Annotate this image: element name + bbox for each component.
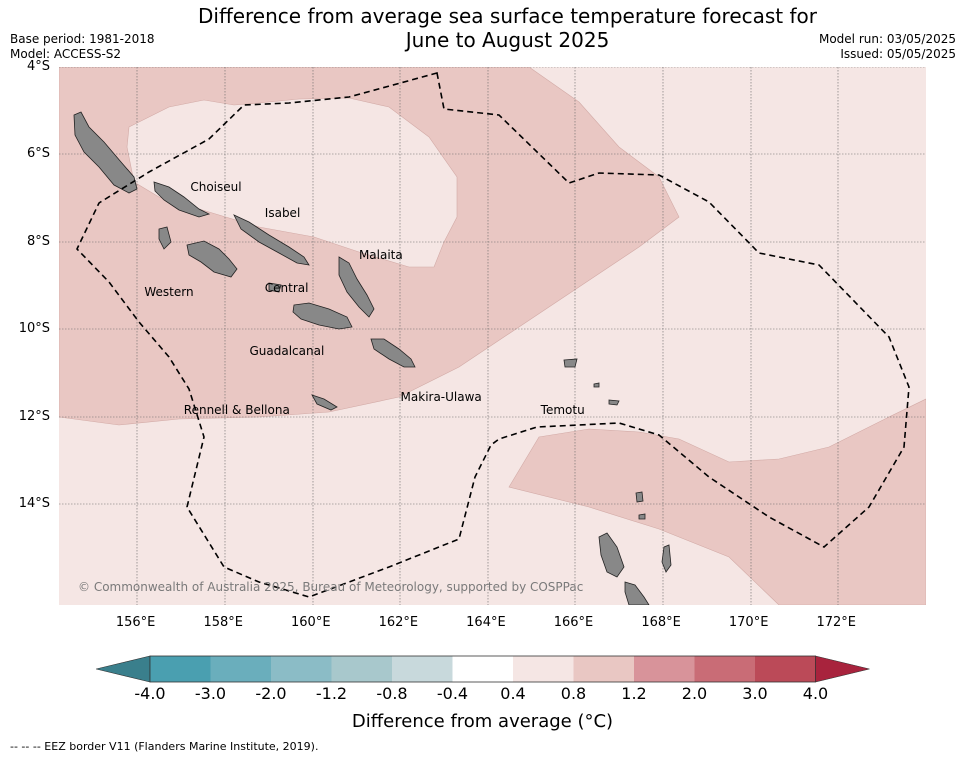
lon-label: 162°E — [378, 615, 419, 630]
colorbar-segment — [392, 656, 453, 682]
title-line-2: June to August 2025 — [405, 28, 610, 52]
island-vanuatu-espiritu-santo — [598, 532, 625, 578]
colorbar-segment — [210, 656, 271, 682]
map-panel: Choiseul Isabel Malaita Western Central Guada… — [59, 67, 926, 605]
place-label: Guadalcanal — [249, 344, 325, 359]
lat-label: 6°S — [26, 146, 50, 162]
colorbar-tick-label: -2.0 — [255, 684, 287, 703]
colorbar — [96, 655, 870, 683]
lon-label: 166°E — [553, 615, 594, 630]
colorbar-tick-label: 0.8 — [560, 684, 587, 703]
title-line-1: Difference from average sea surface temp… — [197, 4, 817, 28]
island-vanuatu-malakula — [624, 581, 650, 605]
eez-border — [76, 72, 910, 598]
eez-footnote: -- -- -- EEZ border V11 (Flanders Marine… — [10, 740, 319, 753]
island-temotu-small — [608, 399, 620, 406]
colorbar-tick-label: 2.0 — [681, 684, 708, 703]
colorbar-tick-label: 4.0 — [802, 684, 829, 703]
land-masses — [73, 111, 672, 605]
colorbar-over-arrow — [815, 655, 870, 683]
place-label: Isabel — [264, 205, 301, 220]
lon-label: 164°E — [466, 615, 506, 630]
meta-left: Base period: 1981-2018 Model: ACCESS-S2 — [10, 32, 155, 62]
island-makira — [370, 338, 416, 368]
colorbar-segment — [271, 656, 332, 682]
colorbar-segment — [573, 656, 634, 682]
place-label: Rennell & Bellona — [183, 403, 290, 418]
island-choiseul — [73, 111, 138, 194]
colorbar-under-arrow — [96, 655, 151, 683]
lat-label: 12°S — [18, 408, 50, 424]
island-temotu-santa-cruz — [563, 358, 578, 368]
lon-label: 172°E — [816, 615, 856, 630]
colorbar-tick-label: 0.4 — [500, 684, 526, 703]
colorbar-segment — [150, 656, 211, 682]
colorbar-segment — [694, 656, 755, 682]
lon-label: 156°E — [115, 615, 156, 630]
island-florida — [268, 282, 282, 293]
lon-label: 168°E — [641, 615, 681, 630]
island-choiseul-east — [153, 181, 211, 218]
colorbar-label: Difference from average (°C) — [351, 711, 614, 732]
island-temotu-small — [593, 382, 600, 388]
lon-label: 170°E — [728, 615, 769, 630]
colorbar-tick-label: -3.0 — [194, 684, 227, 703]
colorbar-tick-label: -0.4 — [436, 684, 469, 703]
island-vella-lavella — [158, 226, 172, 250]
anomaly-region-southeast — [508, 398, 926, 605]
island-isabel — [233, 214, 310, 266]
island-guadalcanal — [292, 302, 353, 330]
colorbar-tick-label: -0.8 — [376, 684, 408, 703]
island-rennell — [311, 394, 338, 411]
model-name: Model: ACCESS-S2 — [10, 47, 122, 61]
issued-date: Issued: 05/05/2025 — [840, 47, 956, 61]
lat-label: 14°S — [18, 496, 50, 512]
colorbar-segment — [513, 656, 574, 682]
model-run: Model run: 03/05/2025 — [818, 32, 956, 46]
island-vanuatu-banks — [638, 513, 646, 520]
colorbar-segment — [755, 656, 816, 682]
lon-label: 160°E — [291, 615, 331, 630]
place-label: Malaita — [358, 248, 403, 263]
place-label: Choiseul — [190, 180, 242, 195]
island-new-georgia — [186, 240, 238, 278]
island-malaita — [338, 256, 375, 318]
colorbar-segment — [634, 656, 695, 682]
map-canvas — [59, 67, 926, 605]
place-label: Makira-Ulawa — [400, 390, 482, 405]
colorbar-segment — [331, 656, 392, 682]
map-title: Difference from average sea surface temp… — [150, 4, 865, 52]
place-label: Western — [144, 285, 194, 300]
base-period: Base period: 1981-2018 — [10, 32, 155, 46]
colorbar-segment — [452, 656, 513, 682]
place-label: Temotu — [540, 403, 585, 418]
colorbar-tick-label: -4.0 — [134, 684, 166, 703]
lat-label: 8°S — [26, 233, 50, 249]
meta-right: Model run: 03/05/2025 Issued: 05/05/2025 — [819, 32, 956, 62]
island-vanuatu-torres — [635, 491, 644, 503]
colorbar-tick-label: -1.2 — [315, 684, 348, 703]
lat-label: 4°S — [26, 59, 50, 74]
place-label: Central — [264, 280, 309, 295]
colorbar-tick-label: 1.2 — [621, 684, 647, 703]
colorbar-tick-label: 3.0 — [742, 684, 768, 703]
lat-label: 10°S — [18, 321, 50, 337]
copyright-note: © Commonwealth of Australia 2025, Bureau… — [78, 580, 584, 594]
lon-label: 158°E — [203, 615, 243, 630]
island-vanuatu-maewo — [661, 544, 672, 573]
